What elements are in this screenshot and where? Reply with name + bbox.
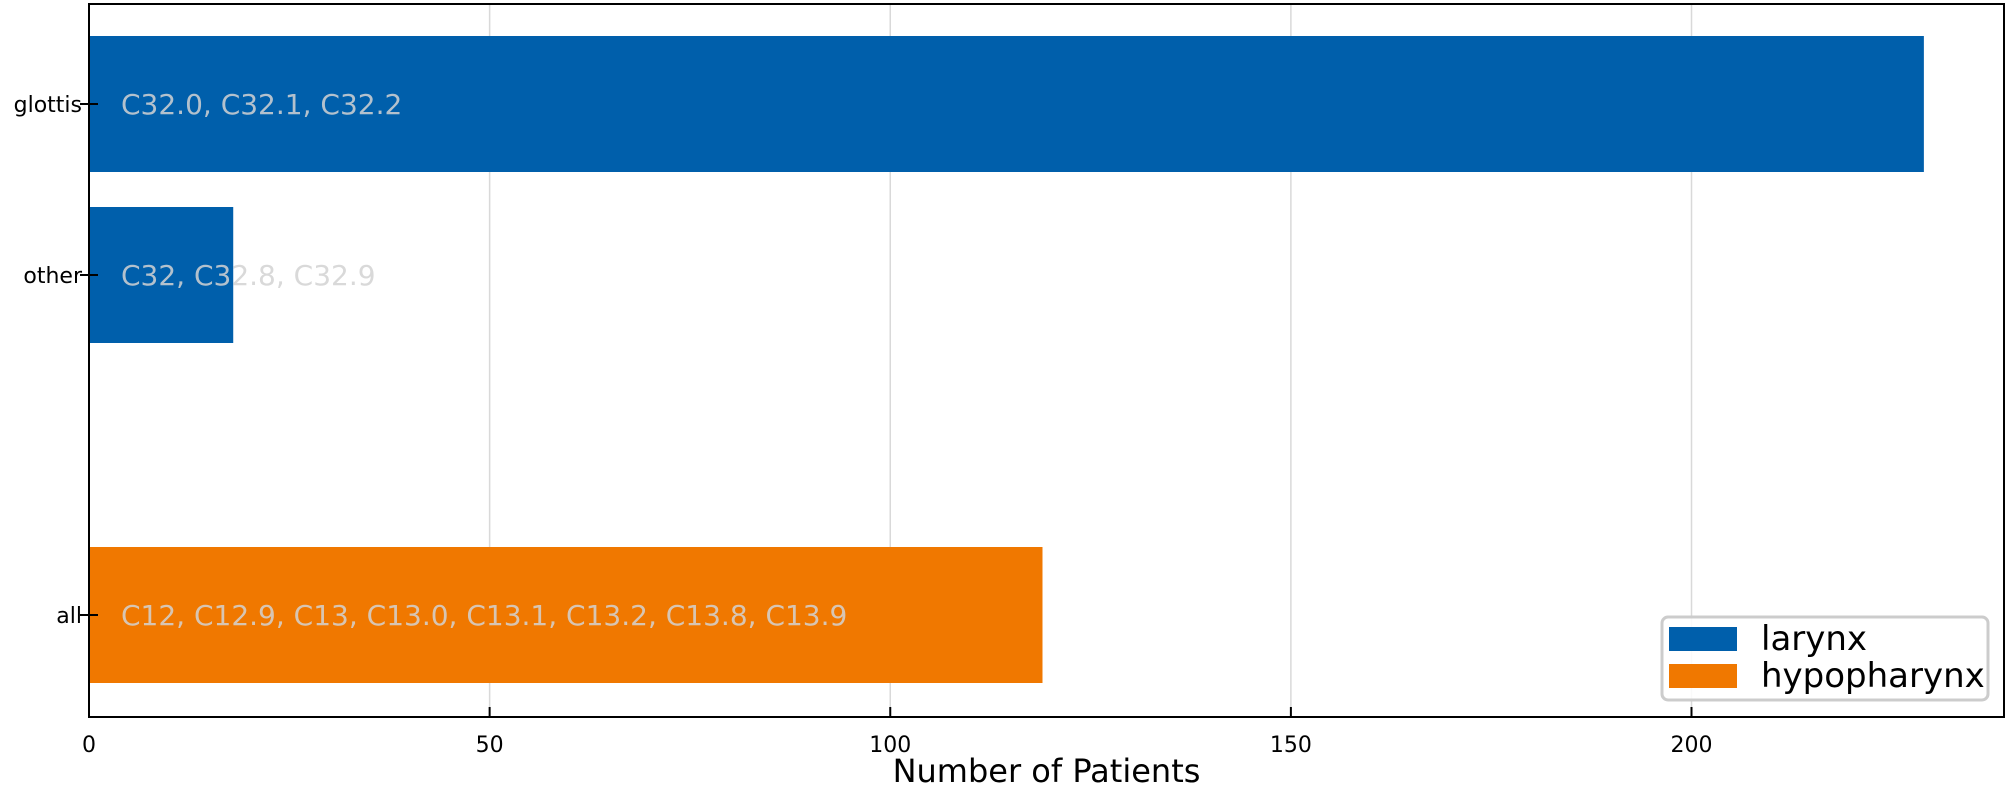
bars — [89, 36, 1924, 683]
y-tick-label-glottis: glottis — [14, 93, 82, 118]
bar-other — [89, 207, 234, 343]
bar-label-glottis: C32.0, C32.1, C32.2 — [121, 88, 402, 121]
plot-frame — [88, 3, 2005, 718]
x-tick-label: 200 — [1671, 733, 1713, 758]
legend-swatch-hypopharynx — [1669, 664, 1737, 688]
y-tick-label-other: other — [23, 264, 83, 289]
bar-labels: C32.0, C32.1, C32.2 C32, C32.8, C32.9 C12,… — [121, 88, 847, 632]
x-axis-title: Number of Patients — [893, 752, 1201, 790]
legend-label-hypopharynx: hypopharynx — [1761, 656, 1985, 696]
y-tick-label-all: all — [56, 604, 82, 629]
bar-label-other: C32, C32.8, C32.9 — [121, 259, 376, 292]
bar-glottis — [89, 36, 1924, 172]
legend-box — [1660, 615, 1990, 702]
y-axis-ticks: glottis other all — [14, 93, 98, 629]
x-axis-ticks: 0 50 100 150 200 — [82, 707, 1713, 758]
x-tick-label: 150 — [1270, 733, 1312, 758]
x-tick-label: 50 — [476, 733, 504, 758]
bar-all — [89, 547, 1043, 683]
legend-label-larynx: larynx — [1761, 619, 1867, 659]
legend-swatch-larynx — [1669, 627, 1737, 651]
x-tick-label: 0 — [82, 733, 96, 758]
x-tick-label: 100 — [869, 733, 911, 758]
bar-label-all: C12, C12.9, C13, C13.0, C13.1, C13.2, C1… — [121, 599, 847, 632]
